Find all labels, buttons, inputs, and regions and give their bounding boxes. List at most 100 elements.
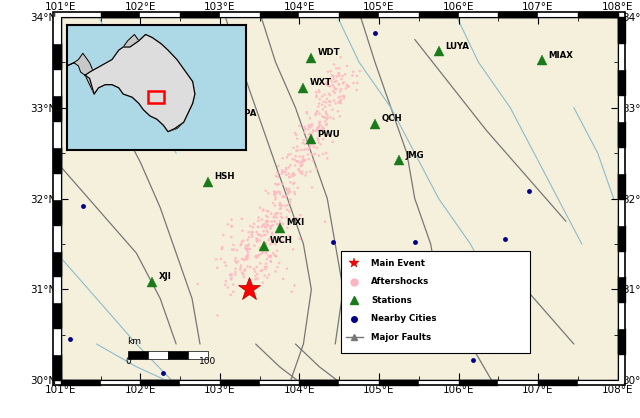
Point bbox=[340, 71, 350, 78]
Point bbox=[262, 256, 272, 263]
Point bbox=[261, 246, 271, 252]
Point bbox=[322, 96, 332, 102]
Point bbox=[336, 86, 346, 93]
Point bbox=[227, 271, 237, 278]
Point bbox=[304, 131, 314, 138]
Point bbox=[298, 161, 308, 168]
Point bbox=[329, 97, 339, 104]
Point bbox=[283, 188, 293, 195]
Point bbox=[290, 130, 300, 136]
Point bbox=[273, 264, 283, 270]
Point bbox=[253, 217, 264, 224]
Point bbox=[262, 227, 272, 234]
Point bbox=[277, 167, 287, 174]
Point bbox=[282, 265, 292, 272]
Point bbox=[290, 156, 300, 163]
Point bbox=[262, 248, 272, 255]
Point bbox=[282, 202, 292, 209]
Point bbox=[304, 155, 314, 162]
Point bbox=[257, 267, 268, 273]
Point bbox=[241, 245, 251, 252]
Point bbox=[305, 168, 316, 175]
Point bbox=[323, 155, 333, 162]
Point bbox=[259, 221, 269, 228]
Point bbox=[291, 214, 301, 221]
Point bbox=[284, 186, 294, 192]
Point bbox=[336, 97, 346, 103]
Point bbox=[328, 115, 339, 122]
Point bbox=[298, 157, 308, 164]
Point bbox=[300, 172, 310, 179]
Point bbox=[302, 110, 312, 117]
Point bbox=[249, 265, 259, 272]
Point bbox=[236, 241, 246, 247]
Point bbox=[250, 273, 260, 279]
Point bbox=[238, 270, 248, 277]
Point bbox=[264, 236, 275, 242]
Point bbox=[242, 252, 252, 259]
Point bbox=[275, 202, 285, 209]
Point bbox=[290, 191, 300, 198]
Point bbox=[305, 137, 315, 144]
Point bbox=[319, 125, 329, 132]
Text: Aftershocks: Aftershocks bbox=[371, 277, 429, 286]
Point bbox=[291, 153, 301, 160]
Point bbox=[317, 101, 327, 108]
Point bbox=[327, 72, 337, 79]
Point bbox=[321, 122, 332, 128]
Point bbox=[328, 88, 339, 94]
Point bbox=[323, 132, 333, 138]
Point bbox=[252, 229, 262, 235]
Point bbox=[294, 235, 305, 242]
Polygon shape bbox=[67, 35, 195, 132]
Point bbox=[335, 93, 346, 100]
Point bbox=[317, 93, 327, 100]
Point bbox=[264, 253, 275, 260]
Point bbox=[227, 274, 237, 281]
Point bbox=[281, 166, 291, 173]
Point bbox=[310, 110, 321, 117]
Point bbox=[266, 258, 276, 265]
Point bbox=[282, 186, 292, 193]
Point bbox=[299, 137, 309, 143]
Point bbox=[320, 104, 330, 110]
Point bbox=[312, 92, 322, 99]
Point bbox=[284, 174, 294, 181]
Point bbox=[266, 258, 276, 265]
Point bbox=[285, 189, 295, 195]
Point bbox=[243, 237, 253, 243]
Point bbox=[270, 189, 280, 196]
Point bbox=[348, 69, 358, 75]
Point bbox=[294, 166, 304, 172]
Point bbox=[252, 254, 262, 261]
Point bbox=[258, 207, 268, 214]
Point bbox=[338, 80, 348, 87]
Point bbox=[227, 216, 237, 223]
Point bbox=[249, 220, 259, 227]
Point bbox=[281, 171, 291, 178]
Point bbox=[253, 252, 264, 258]
Point bbox=[253, 214, 264, 221]
Point bbox=[295, 212, 305, 219]
Point bbox=[319, 128, 330, 135]
Point bbox=[317, 125, 328, 132]
Point bbox=[271, 210, 281, 217]
Point bbox=[289, 282, 300, 289]
Text: HSH: HSH bbox=[214, 173, 235, 181]
Point bbox=[312, 126, 323, 133]
Point bbox=[295, 169, 305, 176]
Point bbox=[268, 199, 278, 206]
Point bbox=[259, 232, 269, 238]
Point bbox=[322, 121, 332, 127]
Point bbox=[280, 203, 291, 209]
Point bbox=[262, 221, 272, 227]
Point bbox=[312, 108, 322, 115]
Point bbox=[221, 263, 231, 269]
Point bbox=[245, 223, 255, 229]
Point bbox=[294, 159, 305, 166]
Point bbox=[289, 189, 300, 196]
Point bbox=[314, 87, 324, 94]
Point bbox=[311, 127, 321, 134]
Point bbox=[276, 214, 287, 220]
Point bbox=[323, 112, 333, 119]
